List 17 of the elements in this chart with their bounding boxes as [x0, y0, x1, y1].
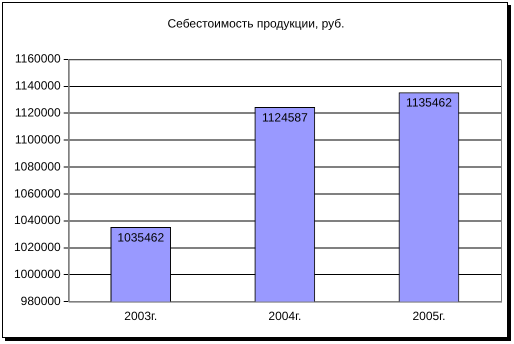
data-label: 1135462	[406, 96, 452, 110]
data-label: 1124587	[262, 110, 308, 124]
y-tick-label: 1160000	[14, 52, 62, 66]
data-label: 1035462	[117, 230, 164, 244]
chart-title: Себестоимость продукции, руб.	[167, 16, 345, 31]
y-tick-label: 980000	[20, 294, 62, 308]
y-tick-label: 1080000	[14, 159, 62, 174]
y-tick-label: 1040000	[14, 213, 62, 228]
x-tick-label: 2003г.	[124, 309, 158, 324]
x-tick-label: 2004г.	[268, 309, 302, 324]
y-tick-label: 1060000	[14, 186, 62, 200]
y-tick-label: 1020000	[14, 240, 62, 254]
x-tick-label: 2005г.	[412, 309, 446, 324]
y-tick-label: 1140000	[14, 78, 62, 93]
y-tick-label: 1100000	[14, 132, 62, 146]
y-tick-label: 1120000	[14, 106, 62, 120]
y-tick-label: 1000000	[14, 267, 62, 281]
